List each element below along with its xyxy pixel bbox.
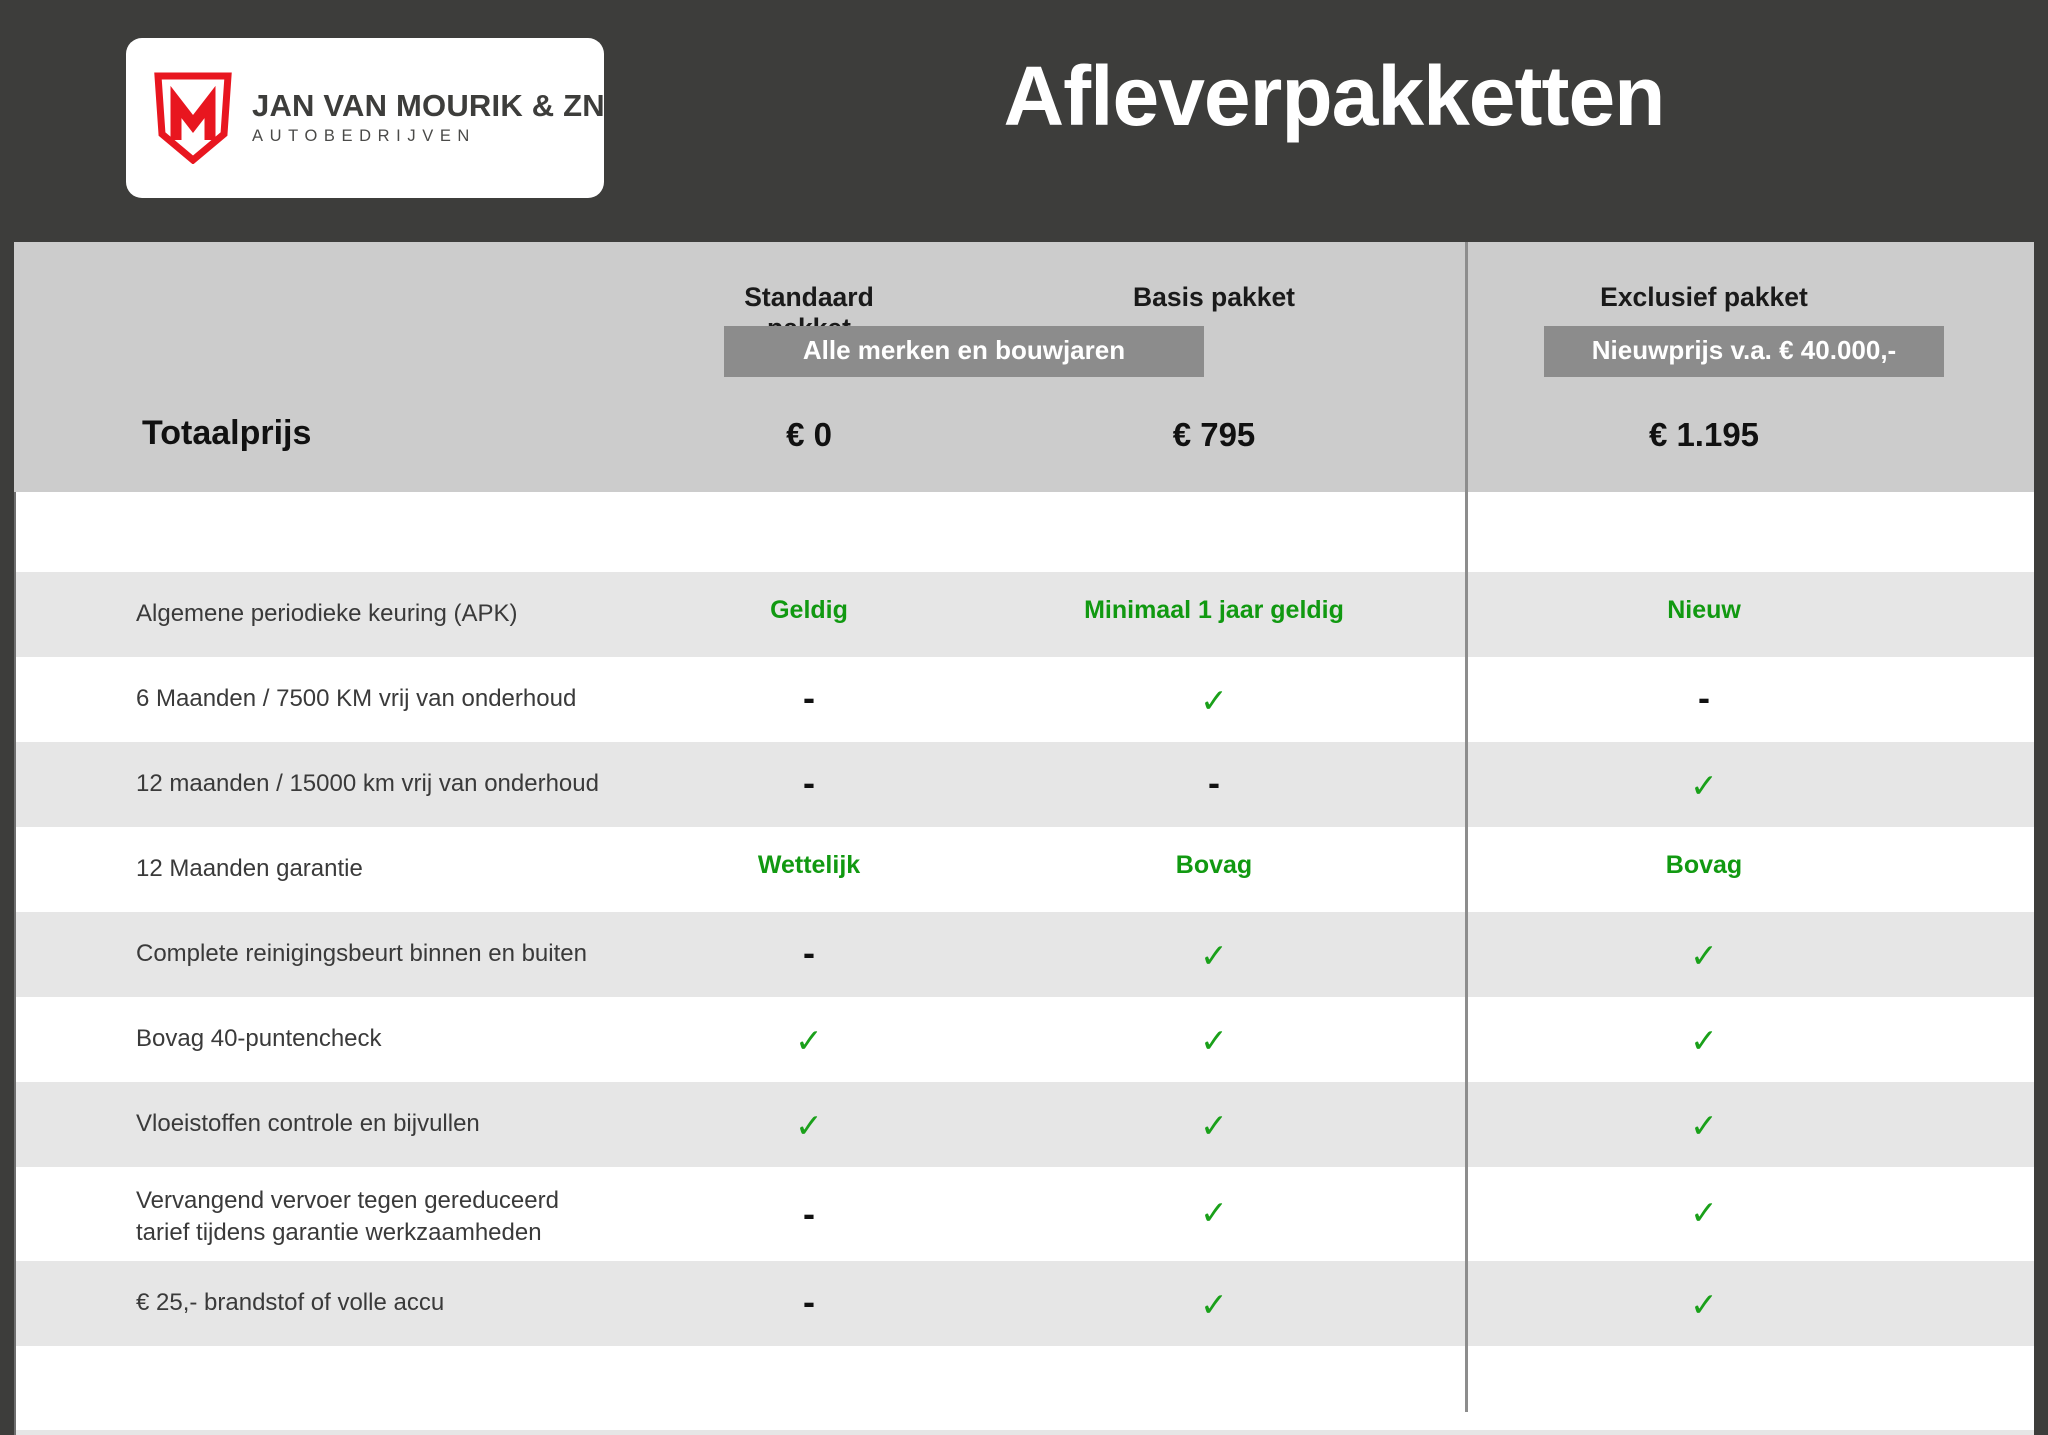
cell-exclusief: Nieuw [1667,596,1741,624]
page-right-edge [2034,0,2048,1435]
cell-standaard: Geldig [770,596,848,624]
row-label: € 25,- brandstof of volle accu [136,1289,445,1316]
table-row: Vervangend vervoer tegen gereduceerd tar… [14,1167,2034,1261]
total-price-exclusief: € 1.195 [1648,416,1760,453]
badge-nieuwprijs: Nieuwprijs v.a. € 40.000,- [1544,326,1944,377]
page-left-edge [0,0,14,1435]
table-row: € 25,- brandstof of volle accu - ✓ ✓ [14,1261,2034,1346]
cell-basis: Bovag [1175,851,1253,879]
cell-standaard: - [803,1193,815,1234]
logo-company-subtitle: AUTOBEDRIJVEN [252,127,476,146]
table-row: Vloeistoffen controle en bijvullen ✓ ✓ ✓ [14,1082,2034,1167]
cell-standaard: - [803,677,815,718]
cell-basis: ✓ [1200,682,1228,719]
cell-exclusief: ✓ [1690,1022,1718,1059]
cell-exclusief: Bovag [1665,851,1743,879]
total-price-basis: € 795 [1172,416,1256,453]
cell-basis: - [1208,762,1220,803]
cell-standaard: Wettelijk [757,851,861,879]
row-label: Vervangend vervoer tegen gereduceerd tar… [136,1187,559,1246]
cell-standaard: - [803,762,815,803]
row-label: Algemene periodieke keuring (APK) [136,600,518,627]
row-spacer-top [14,492,2034,572]
row-label: Bovag 40-puntencheck [136,1025,382,1052]
total-price-label: Totaalprijs [142,414,312,452]
cell-basis: ✓ [1200,1286,1228,1323]
cell-basis: ✓ [1200,1022,1228,1059]
feature-rows: Algemene periodieke keuring (APK) Geldig M… [14,492,2034,1435]
row-label: 6 Maanden / 7500 KM vrij van onderhoud [136,685,577,712]
table-row: 6 Maanden / 7500 KM vrij van onderhoud - ✓… [14,657,2034,742]
row-spacer-bottom [14,1346,2034,1430]
cell-exclusief: ✓ [1690,767,1718,804]
page-title: Afleverpakketten [1003,49,1666,143]
column-header-exclusief: Exclusief pakket [1600,282,1808,312]
cell-exclusief: ✓ [1690,1286,1718,1323]
sheet-left-border [14,492,16,1435]
logo-company-name: JAN VAN MOURIK & ZN [252,87,605,123]
badge-alle-merken: Alle merken en bouwjaren [724,326,1204,377]
cell-basis: ✓ [1200,937,1228,974]
cell-standaard: ✓ [795,1107,823,1144]
cell-basis: Minimaal 1 jaar geldig [1084,596,1344,624]
row-label: 12 Maanden garantie [136,855,363,882]
table-row: Complete reinigingsbeurt binnen en buite… [14,912,2034,997]
cell-exclusief: ✓ [1690,937,1718,974]
cell-standaard: - [803,932,815,973]
cell-basis: ✓ [1200,1194,1228,1231]
table-row: 12 maanden / 15000 km vrij van onderhoud… [14,742,2034,827]
cell-standaard: ✓ [795,1022,823,1059]
shield-m-logo-icon [154,72,232,164]
cell-exclusief: ✓ [1690,1107,1718,1144]
row-label: Complete reinigingsbeurt binnen en buite… [136,940,587,967]
table-row: Bovag 40-puntencheck ✓ ✓ ✓ [14,997,2034,1082]
cell-standaard: - [803,1281,815,1322]
column-header-basis: Basis pakket [1132,282,1296,312]
cell-exclusief: - [1698,677,1710,718]
table-header-block: Standaard pakket Basis pakket Exclusief … [14,242,2034,492]
cell-exclusief: ✓ [1690,1194,1718,1231]
row-label: Vloeistoffen controle en bijvullen [136,1110,480,1137]
row-bottom-band [14,1430,2034,1435]
total-price-standaard: € 0 [786,416,832,453]
table-row: 12 Maanden garantie Wettelijk Bovag Bovag [14,827,2034,912]
cell-basis: ✓ [1200,1107,1228,1144]
table-row: Algemene periodieke keuring (APK) Geldig M… [14,572,2034,657]
row-label: 12 maanden / 15000 km vrij van onderhoud [136,770,599,797]
pricing-sheet: JAN VAN MOURIK & ZN AUTOBEDRIJVEN Afleve… [14,0,2034,1435]
brand-logo-card: JAN VAN MOURIK & ZN AUTOBEDRIJVEN [126,38,605,198]
column-divider [1465,242,1468,1412]
logo-wordmark: JAN VAN MOURIK & ZN AUTOBEDRIJVEN [252,87,605,147]
